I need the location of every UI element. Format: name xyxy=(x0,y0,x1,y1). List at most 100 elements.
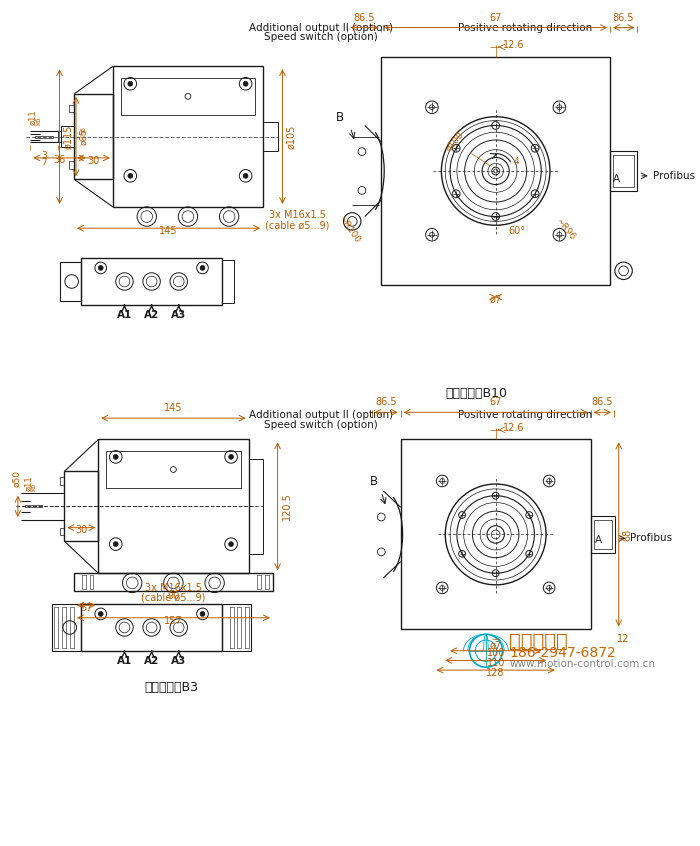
Text: k6: k6 xyxy=(30,482,36,491)
Bar xyxy=(248,459,263,554)
Text: Profibus: Profibus xyxy=(631,533,673,543)
Bar xyxy=(265,575,269,589)
Bar xyxy=(222,261,234,303)
Bar xyxy=(60,528,64,536)
Circle shape xyxy=(98,612,103,617)
Bar xyxy=(52,604,81,651)
Text: 3x M16x1.5: 3x M16x1.5 xyxy=(145,583,202,593)
Text: 36: 36 xyxy=(53,155,66,165)
Text: h6: h6 xyxy=(80,126,86,135)
Text: 86.5: 86.5 xyxy=(592,398,613,408)
Text: 3x M16x1.5: 3x M16x1.5 xyxy=(269,210,326,220)
Text: 68: 68 xyxy=(622,528,633,541)
Bar xyxy=(382,57,610,285)
Circle shape xyxy=(113,541,118,547)
Text: 30: 30 xyxy=(75,525,88,536)
Bar xyxy=(35,135,52,138)
Text: Profibus: Profibus xyxy=(652,171,695,181)
Bar xyxy=(60,477,64,485)
Text: 145: 145 xyxy=(160,226,178,236)
Text: 128: 128 xyxy=(486,667,505,678)
Bar xyxy=(400,439,591,629)
Bar xyxy=(263,122,278,151)
Text: www.motion-control.com.cn: www.motion-control.com.cn xyxy=(509,659,655,669)
Bar xyxy=(222,604,251,651)
Bar xyxy=(610,151,637,191)
Text: B: B xyxy=(335,111,344,124)
Text: 67: 67 xyxy=(489,398,502,408)
Text: A: A xyxy=(594,536,601,546)
Bar xyxy=(594,520,612,549)
Bar xyxy=(81,258,222,305)
Text: ø100: ø100 xyxy=(444,130,466,153)
Text: 86.5: 86.5 xyxy=(375,398,397,408)
Text: (cable ø5...9): (cable ø5...9) xyxy=(141,592,206,602)
Text: Positive rotating direction: Positive rotating direction xyxy=(458,23,593,33)
Bar xyxy=(69,161,74,168)
Circle shape xyxy=(229,541,234,547)
Text: A1: A1 xyxy=(117,656,132,666)
Text: 3: 3 xyxy=(41,151,47,160)
Circle shape xyxy=(243,81,248,86)
Text: 86.5: 86.5 xyxy=(612,13,634,23)
Text: A3: A3 xyxy=(171,656,186,666)
Text: Speed switch (option): Speed switch (option) xyxy=(265,32,378,42)
Bar xyxy=(69,105,74,113)
Circle shape xyxy=(128,81,133,86)
Circle shape xyxy=(229,454,234,459)
Bar xyxy=(74,574,273,591)
Circle shape xyxy=(200,612,205,617)
Text: A: A xyxy=(613,173,620,184)
Text: 86.5: 86.5 xyxy=(354,13,375,23)
Bar xyxy=(81,604,222,651)
Text: ø7: ø7 xyxy=(489,641,502,651)
Text: 12.6: 12.6 xyxy=(503,40,525,50)
Bar xyxy=(64,471,98,541)
Bar xyxy=(257,575,261,589)
Text: 带欧式法山B10: 带欧式法山B10 xyxy=(445,387,507,400)
Bar xyxy=(54,607,58,648)
Circle shape xyxy=(200,266,205,271)
Bar xyxy=(74,94,113,179)
Text: ø115: ø115 xyxy=(64,124,74,149)
Text: Additional output II (option): Additional output II (option) xyxy=(249,410,393,420)
Text: ø50: ø50 xyxy=(13,470,22,487)
Bar xyxy=(106,451,241,488)
Text: ø105: ø105 xyxy=(286,124,296,149)
Circle shape xyxy=(98,266,103,271)
Bar xyxy=(120,78,256,115)
Text: A1: A1 xyxy=(117,310,132,320)
Text: 157: 157 xyxy=(164,616,183,625)
Text: (cable ø5...9): (cable ø5...9) xyxy=(265,220,329,230)
Circle shape xyxy=(243,173,248,179)
Text: Speed switch (option): Speed switch (option) xyxy=(265,420,378,430)
Text: Additional output II (option): Additional output II (option) xyxy=(249,23,393,33)
Text: 12.6: 12.6 xyxy=(503,423,525,433)
Text: 12: 12 xyxy=(617,634,630,645)
Text: ø85: ø85 xyxy=(79,128,88,146)
Text: ~R96: ~R96 xyxy=(554,217,577,242)
Text: B: B xyxy=(370,475,377,487)
Bar xyxy=(245,607,249,648)
Text: A3: A3 xyxy=(171,310,186,320)
Bar xyxy=(591,516,615,552)
Text: ~R100: ~R100 xyxy=(337,214,362,244)
Text: Positive rotating direction: Positive rotating direction xyxy=(458,410,593,420)
Bar xyxy=(62,607,66,648)
Text: 67: 67 xyxy=(489,13,502,23)
Text: 西安德伍拓: 西安德伍拓 xyxy=(509,632,568,651)
Text: 4: 4 xyxy=(513,157,519,166)
Bar xyxy=(60,262,81,301)
Bar xyxy=(90,575,94,589)
Text: 145: 145 xyxy=(164,404,183,414)
Text: 7: 7 xyxy=(41,158,47,167)
Bar xyxy=(70,607,74,648)
Bar xyxy=(613,156,634,186)
Bar xyxy=(60,126,74,147)
Text: ø7: ø7 xyxy=(489,294,502,305)
Bar xyxy=(98,439,248,574)
Text: 60°: 60° xyxy=(508,226,526,236)
Bar xyxy=(25,505,42,508)
Text: 110: 110 xyxy=(486,658,505,668)
Text: 186-2947-6872: 186-2947-6872 xyxy=(509,645,616,660)
